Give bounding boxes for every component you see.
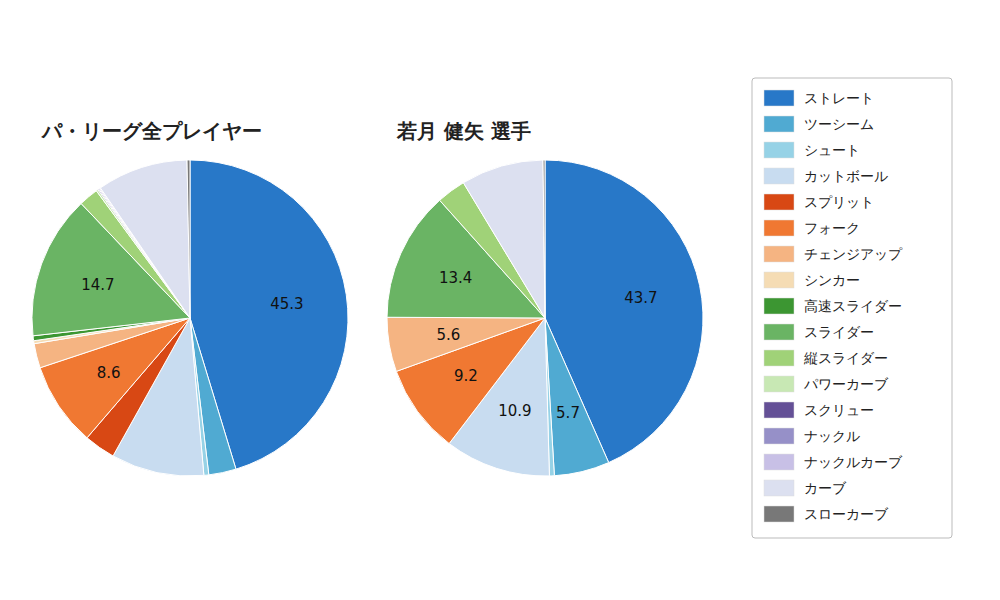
legend-label: 縦スライダー — [803, 350, 888, 366]
legend-swatch — [764, 142, 794, 158]
pie-slice — [187, 160, 190, 318]
legend-swatch — [764, 480, 794, 496]
legend-swatch — [764, 350, 794, 366]
legend-swatch — [764, 194, 794, 210]
legend-swatch — [764, 298, 794, 314]
legend-swatch — [764, 246, 794, 262]
data-label: 43.7 — [624, 289, 657, 307]
data-label: 13.4 — [439, 269, 472, 287]
pie-slice — [543, 160, 545, 318]
data-label: 5.7 — [556, 404, 580, 422]
pie-slice — [100, 160, 190, 318]
pie — [32, 160, 348, 476]
legend-label: シュート — [804, 142, 860, 158]
legend-frame — [752, 78, 952, 538]
chart-title: パ・リーグ全プレイヤー — [41, 119, 262, 143]
legend-swatch — [764, 376, 794, 392]
legend-swatch — [764, 168, 794, 184]
legend-swatch — [764, 220, 794, 236]
legend-swatch — [764, 272, 794, 288]
legend-swatch — [764, 428, 794, 444]
legend-swatch — [764, 506, 794, 522]
chart-title: 若月 健矢 選手 — [396, 119, 531, 143]
legend-label: 高速スライダー — [804, 298, 902, 314]
chart-root: パ・リーグ全プレイヤー 45.3 8.6 14.7 ストレートツーシームシュートカットボ… — [0, 0, 1000, 600]
legend-label: チェンジアップ — [804, 246, 903, 262]
pie-slice — [463, 160, 545, 318]
pie-slice — [387, 317, 545, 371]
data-label: 45.3 — [270, 295, 303, 313]
legend-label: パワーカーブ — [803, 376, 889, 392]
legend-swatch — [764, 90, 794, 106]
data-label: 9.2 — [454, 367, 478, 385]
pie — [387, 160, 703, 476]
legend-label: ナックルカーブ — [804, 454, 903, 470]
data-label: 5.6 — [437, 326, 461, 344]
legend-swatch — [764, 324, 794, 340]
legend-label: シンカー — [804, 272, 860, 288]
legend-swatch — [764, 454, 794, 470]
legend-label: スプリット — [804, 194, 874, 210]
legend-swatch — [764, 402, 794, 418]
background — [0, 0, 1000, 600]
legend-label: カーブ — [804, 480, 847, 496]
data-label: 14.7 — [81, 276, 114, 294]
legend-label: ナックル — [804, 428, 860, 444]
legend-label: スクリュー — [804, 402, 874, 418]
legend-swatch — [764, 116, 794, 132]
legend-label: フォーク — [804, 220, 860, 236]
legend-label: スローカーブ — [804, 506, 889, 522]
pie-slice — [545, 318, 609, 476]
data-label: 10.9 — [498, 402, 531, 420]
legend-label: スライダー — [804, 324, 874, 340]
legend-label: ツーシーム — [804, 116, 874, 132]
legend-label: ストレート — [804, 90, 874, 106]
pie-slice — [545, 160, 703, 463]
data-label: 8.6 — [97, 364, 121, 382]
legend: ストレートツーシームシュートカットボールスプリットフォークチェンジアップシンカー… — [752, 78, 952, 538]
legend-label: カットボール — [804, 168, 888, 184]
